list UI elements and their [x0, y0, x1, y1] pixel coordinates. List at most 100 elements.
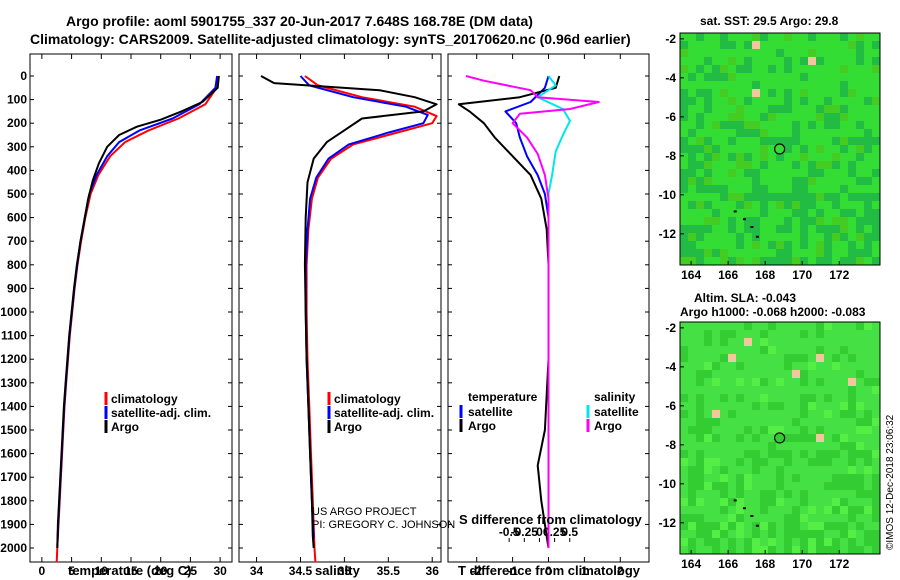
map-cell [696, 522, 704, 530]
map-cell [816, 426, 824, 434]
map-cell [792, 474, 800, 482]
map-cell [784, 217, 792, 225]
map-cell [760, 257, 768, 265]
map-cell [696, 498, 704, 506]
x-tick-label: -2 [471, 564, 482, 578]
map-cell [872, 530, 880, 538]
map-cell [800, 145, 808, 153]
x-tick-label: 20 [154, 564, 168, 578]
map-cell [784, 458, 792, 466]
island-marker [750, 226, 754, 229]
map-cell [776, 49, 784, 57]
map-cell [712, 217, 720, 225]
map-cell [744, 193, 752, 201]
map-cell [824, 249, 832, 257]
map-cell [824, 538, 832, 546]
map-cell [752, 450, 760, 458]
salinity-legend: climatology satellite-adj. clim. Argo [327, 392, 434, 434]
map-cell [816, 217, 824, 225]
map-cell [856, 442, 864, 450]
x-tick-label: 36 [426, 564, 440, 578]
map-cell [688, 490, 696, 498]
map-cell [744, 482, 752, 490]
map-cell [840, 89, 848, 97]
map-cell [752, 129, 760, 137]
map-cell [848, 402, 856, 410]
map-y-tick-label: -2 [665, 32, 676, 46]
depth-axis-labels: 0 100 200 300 400 500 600 700 800 900 1000 1100 1200… [0, 69, 27, 555]
map-cell [760, 137, 768, 145]
map-cell [848, 482, 856, 490]
map-cell [736, 113, 744, 121]
float-position-marker [774, 143, 786, 155]
map-cell [736, 362, 744, 370]
map-cell [800, 257, 808, 265]
map-cell [832, 498, 840, 506]
s-x-tick-label: 0.5 [561, 525, 578, 539]
map-cell [856, 225, 864, 233]
map-cell [864, 233, 872, 241]
map-cell [864, 506, 872, 514]
map-cell [712, 410, 720, 418]
map-cell [872, 209, 880, 217]
map-cell [872, 225, 880, 233]
map-cell [824, 458, 832, 466]
sst-map-title: sat. SST: 29.5 Argo: 29.8 [700, 14, 839, 28]
map-cell [768, 65, 776, 73]
map-cell [824, 394, 832, 402]
map-cell [752, 121, 760, 129]
temperature-plot: 0 5 10 15 20 25 30 [30, 54, 232, 578]
map-cell [840, 185, 848, 193]
map-cell [768, 538, 776, 546]
map-cell [872, 41, 880, 49]
map-cell [800, 402, 808, 410]
map-cell [800, 97, 808, 105]
map-cell [784, 514, 792, 522]
map-cell [856, 137, 864, 145]
map-cell [752, 402, 760, 410]
island-marker [742, 218, 746, 221]
map-cell [840, 442, 848, 450]
map-cell [808, 177, 816, 185]
map-cell [688, 482, 696, 490]
map-cell [696, 65, 704, 73]
legend-label-argo: Argo [334, 420, 362, 434]
map-cell [712, 530, 720, 538]
map-cell [816, 546, 824, 554]
map-cell [832, 137, 840, 145]
depth-tick-label: 800 [7, 258, 27, 272]
map-cell [712, 546, 720, 554]
map-cell [800, 89, 808, 97]
depth-tick-label: 1100 [1, 329, 27, 343]
map-cell [784, 530, 792, 538]
map-cell [680, 498, 688, 506]
map-cell [720, 506, 728, 514]
series-line-t-argo [457, 75, 561, 549]
map-cell [712, 418, 720, 426]
map-cell [728, 113, 736, 121]
map-cell [712, 458, 720, 466]
map-cell [720, 330, 728, 338]
map-cell [704, 458, 712, 466]
map-cell [704, 105, 712, 113]
map-cell [776, 498, 784, 506]
map-cell [832, 506, 840, 514]
map-cell [856, 474, 864, 482]
map-cell [736, 153, 744, 161]
map-cell [840, 233, 848, 241]
map-x-tick-label: 166 [718, 557, 738, 571]
depth-tick-label: 600 [7, 211, 27, 225]
map-cell [736, 121, 744, 129]
map-cell [784, 434, 792, 442]
map-cell [800, 185, 808, 193]
x-tick-label: 0 [39, 564, 46, 578]
map-cell [752, 434, 760, 442]
map-cell [800, 153, 808, 161]
map-cell [704, 330, 712, 338]
map-cell [776, 450, 784, 458]
map-cell [832, 362, 840, 370]
map-cell [712, 522, 720, 530]
map-cell [840, 217, 848, 225]
map-cell [768, 241, 776, 249]
map-cell [744, 322, 752, 330]
